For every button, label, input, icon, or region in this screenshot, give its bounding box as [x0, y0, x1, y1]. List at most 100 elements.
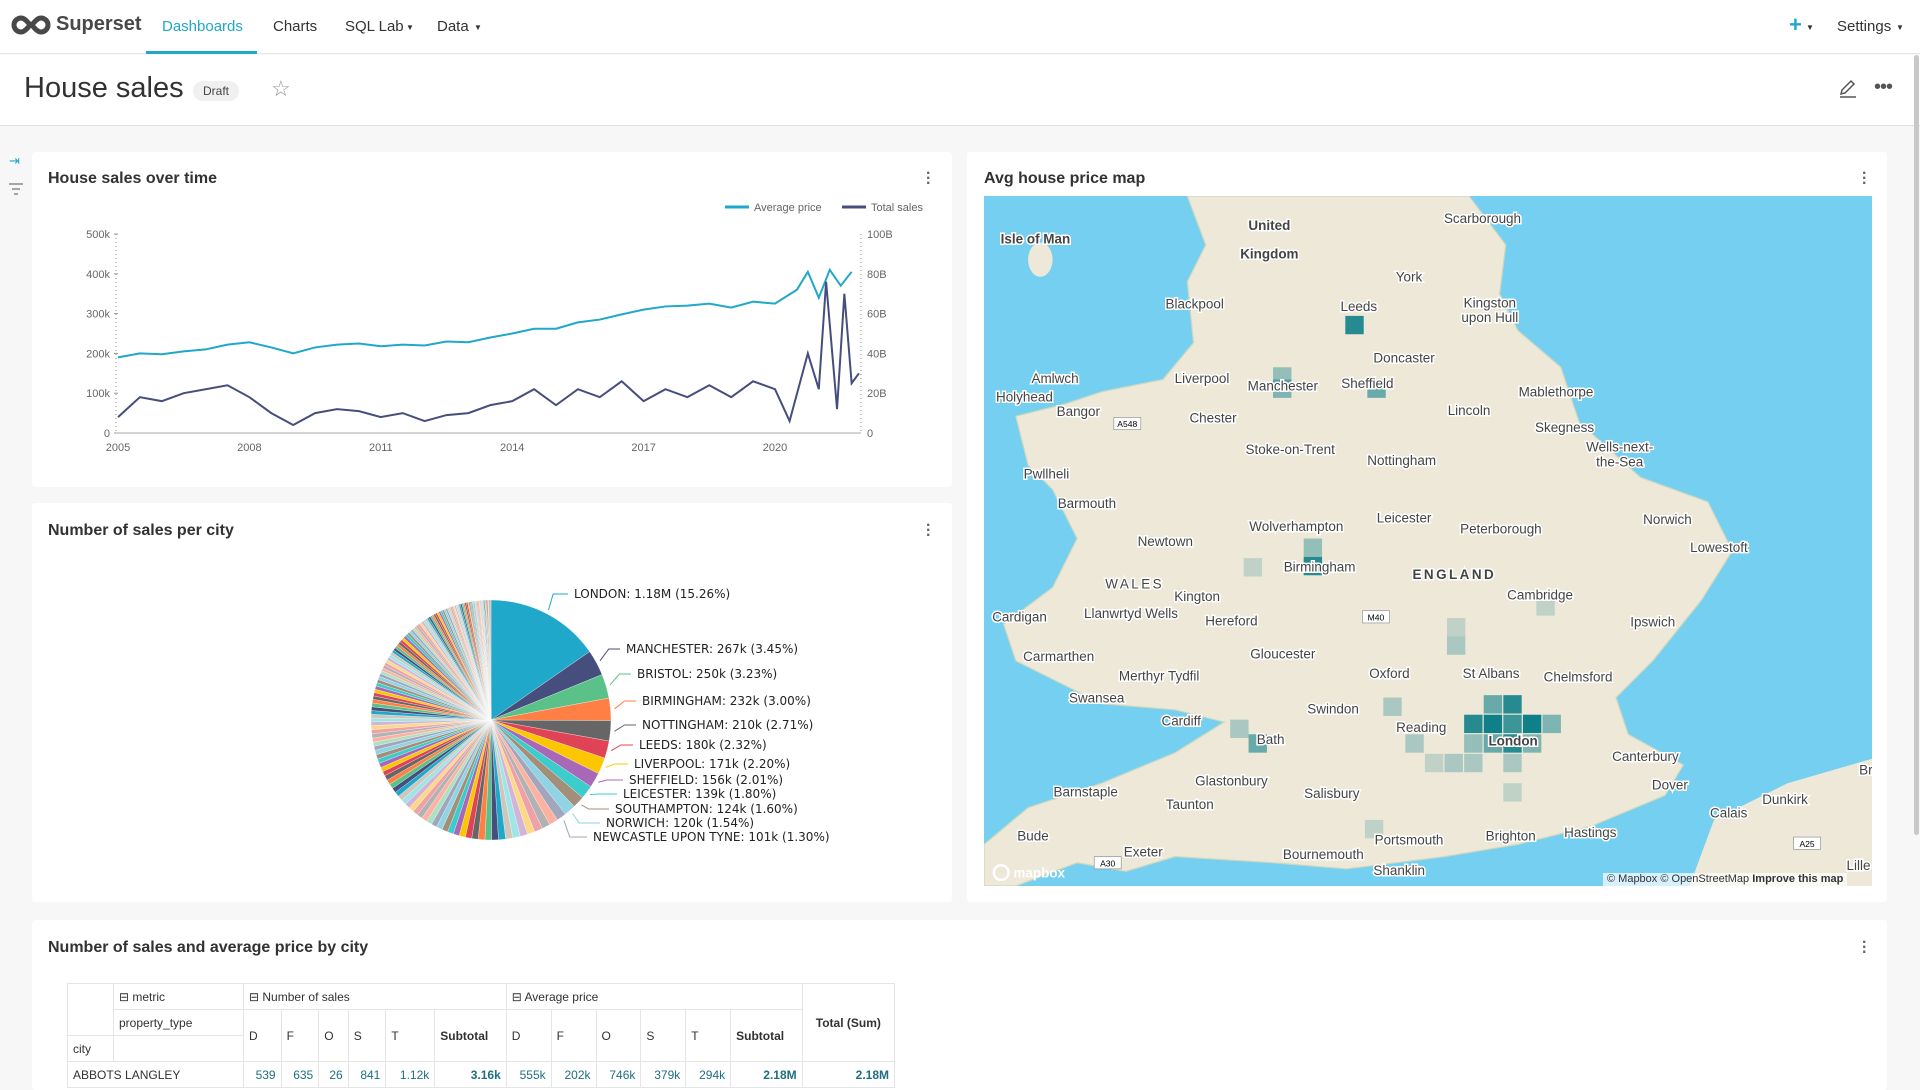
heatmap-cell: [1464, 734, 1483, 753]
map-place-label: Stoke-on-Trent: [1246, 442, 1336, 457]
map-place-label: the-Sea: [1596, 454, 1644, 469]
col-header[interactable]: O: [318, 1009, 349, 1062]
nav-charts[interactable]: Charts: [273, 18, 318, 35]
group-header-number-of-sales[interactable]: ⊟ Number of sales: [243, 983, 507, 1010]
map-place-label: Exeter: [1124, 845, 1163, 860]
col-header[interactable]: S: [347, 1009, 387, 1062]
x-tick-label: 2014: [500, 442, 524, 454]
road-label: A30: [1100, 858, 1115, 868]
heatmap-cell: [1464, 753, 1483, 773]
expand-filters-icon[interactable]: ⇥: [9, 153, 20, 168]
nav-data[interactable]: Data: [437, 18, 469, 35]
col-header[interactable]: S: [640, 1009, 687, 1062]
map-place-label: Peterborough: [1460, 522, 1542, 537]
heatmap-cell: [1273, 379, 1292, 398]
nav-sql-lab[interactable]: SQL Lab: [345, 18, 404, 35]
heatmap-cell: [1483, 714, 1503, 734]
plus-icon[interactable]: +: [1789, 12, 1802, 37]
heatmap-cell: [1503, 714, 1522, 734]
heatmap-cell: [1230, 719, 1249, 738]
map-place-label: Llanwrtyd Wells: [1084, 606, 1178, 621]
line-chart: 2005 2008 2011 2014 2017 2020 0 100k 200k 300k 400…: [86, 202, 923, 454]
label-leader-line: [609, 673, 631, 686]
star-icon[interactable]: ☆: [271, 76, 291, 101]
map-place-label: Cardigan: [992, 610, 1047, 625]
nav-dashboards[interactable]: Dashboards: [162, 18, 243, 35]
pie-label: LEEDS: 180k (2.32%): [639, 738, 767, 752]
map-place-label: York: [1396, 270, 1423, 285]
map-place-label: Bournemouth: [1283, 847, 1364, 862]
col-header[interactable]: T: [385, 1009, 436, 1062]
map-place-label: Wolverhampton: [1249, 519, 1343, 534]
metric-header[interactable]: ⊟ metric: [113, 983, 244, 1010]
page-title[interactable]: House sales: [24, 72, 184, 104]
col-header[interactable]: Subtotal: [434, 1009, 507, 1062]
series-line-average-price: [117, 267, 853, 359]
col-header[interactable]: D: [505, 1009, 552, 1062]
x-tick-label: 2005: [106, 442, 130, 454]
col-header[interactable]: T: [685, 1009, 732, 1062]
map-place-label: WALES: [1105, 577, 1164, 592]
col-header[interactable]: F: [280, 1009, 320, 1062]
property-type-header: property_type: [113, 1009, 244, 1036]
road-shield: [1793, 836, 1821, 850]
map-attribution: © Mapbox © OpenStreetMap Improve this ma…: [1603, 873, 1848, 886]
chevron-down-icon: ▼: [474, 23, 482, 32]
label-leader-line: [589, 793, 617, 796]
map-place-label: Hereford: [1205, 613, 1257, 628]
heatmap-cell: [1464, 714, 1483, 734]
pie-label: BIRMINGHAM: 232k (3.00%): [642, 694, 811, 708]
heatmap-cell: [1405, 734, 1424, 753]
map-place-label: Brighton: [1486, 829, 1536, 844]
legend-label: Total sales: [871, 202, 923, 214]
map-place-label: Oxford: [1369, 666, 1409, 681]
pie-label: MANCHESTER: 267k (3.45%): [626, 642, 798, 656]
heatmap-cell: [1446, 618, 1466, 637]
map-place-label: St Albans: [1463, 666, 1520, 681]
map-view[interactable]: United Kingdom Isle of Man Scarborough York L…: [984, 196, 1872, 886]
attribution-text[interactable]: © Mapbox © OpenStreetMap: [1607, 873, 1750, 885]
col-header[interactable]: O: [595, 1009, 642, 1062]
col-header[interactable]: Subtotal: [730, 1009, 803, 1062]
top-navbar: Superset Dashboards Charts SQL Lab ▼ Dat…: [0, 0, 1920, 54]
chart-menu-icon[interactable]: · · ·: [1862, 934, 1868, 961]
map-place-label: Holyhead: [996, 390, 1053, 405]
map-place-label: Scarborough: [1444, 211, 1521, 226]
col-header[interactable]: F: [550, 1009, 597, 1062]
y-left-tick-label: 400k: [86, 269, 110, 281]
map-place-label: Chelmsford: [1544, 670, 1613, 685]
map-place-label: Dunkirk: [1762, 792, 1808, 807]
heatmap-cell: [1383, 697, 1402, 716]
group-header-average-price[interactable]: ⊟ Average price: [505, 983, 803, 1010]
active-tab-indicator: [146, 51, 257, 54]
map-place-label: Barnstaple: [1053, 785, 1117, 800]
road-label: M40: [1368, 613, 1385, 623]
settings-menu[interactable]: Settings: [1837, 18, 1892, 35]
edit-pencil-icon[interactable]: [1838, 79, 1858, 99]
cell: 841: [347, 1061, 387, 1088]
map-place-label: Leicester: [1377, 511, 1432, 526]
cell: 555k: [505, 1061, 552, 1088]
chart-menu-icon[interactable]: · · ·: [926, 517, 932, 544]
total-header[interactable]: Total (Sum): [801, 983, 896, 1062]
improve-map-link[interactable]: Improve this map: [1752, 873, 1844, 885]
city-header[interactable]: city: [67, 1035, 114, 1062]
heatmap-cell: [1364, 819, 1384, 839]
superset-logo-icon[interactable]: [10, 14, 52, 36]
y-right-tick-label: 20B: [867, 388, 887, 400]
status-badge[interactable]: Draft: [193, 81, 240, 101]
more-options-icon[interactable]: •••: [1874, 76, 1893, 98]
chart-menu-icon[interactable]: · · ·: [926, 165, 932, 192]
map-place-label: Nottingham: [1367, 453, 1436, 468]
pie-label: LIVERPOOL: 171k (2.20%): [634, 757, 790, 771]
filter-icon[interactable]: [9, 183, 23, 195]
col-header[interactable]: D: [243, 1009, 282, 1062]
page-scrollbar[interactable]: [1914, 55, 1919, 835]
brand-name[interactable]: Superset: [56, 13, 142, 35]
map-place-label: Kingston: [1464, 295, 1516, 310]
map-place-label: Skegness: [1535, 420, 1594, 435]
map-place-label: Merthyr Tydfil: [1119, 668, 1200, 683]
map-place-label: Kington: [1174, 589, 1220, 604]
chart-menu-icon[interactable]: · · ·: [1862, 165, 1868, 192]
x-tick-label: 2011: [369, 442, 393, 454]
